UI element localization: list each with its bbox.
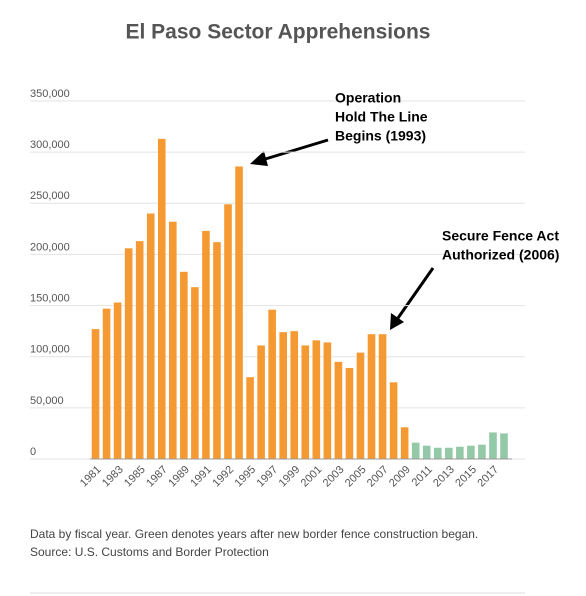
- bar: [157, 138, 166, 460]
- x-tick-label: 1999: [277, 464, 303, 490]
- bar: [268, 309, 276, 459]
- bar: [224, 204, 232, 459]
- bar: [367, 334, 376, 459]
- bar: [102, 308, 111, 459]
- bar: [323, 342, 332, 459]
- y-tick-label: 150,000: [30, 292, 70, 304]
- bar: [500, 433, 508, 459]
- bar: [334, 361, 343, 459]
- bar: [113, 302, 122, 459]
- bar: [356, 352, 365, 459]
- x-tick-label: 1983: [100, 464, 126, 490]
- annotation: Authorized (2006): [442, 247, 559, 263]
- x-tick-label: 1985: [122, 464, 148, 490]
- bar: [169, 221, 177, 459]
- bar: [489, 432, 497, 459]
- bar: [467, 445, 475, 459]
- x-tick-label: 2015: [453, 464, 479, 490]
- chart-title: El Paso Sector Apprehensions: [126, 21, 431, 44]
- bar: [257, 345, 265, 459]
- bar: [478, 444, 486, 459]
- x-tick-label: 1992: [210, 464, 236, 490]
- bar: [400, 427, 409, 459]
- x-tick-label: 2001: [299, 464, 325, 490]
- note: Source: U.S. Customs and Border Protecti…: [30, 545, 269, 559]
- arrow: [250, 138, 435, 330]
- y-tick-label: 350,000: [30, 88, 70, 100]
- bar: [235, 166, 243, 459]
- bar: [124, 248, 133, 459]
- x-tick-label: 1989: [166, 464, 192, 490]
- bar: [456, 446, 464, 459]
- x-tick-label: 2011: [410, 464, 435, 489]
- bar: [191, 287, 199, 459]
- x-tick-label: 1995: [232, 464, 258, 490]
- x-tick-label: 2007: [365, 464, 391, 490]
- bar: [433, 447, 442, 459]
- x-tick-label: 2009: [387, 464, 413, 490]
- x-tick-label: 2017: [475, 464, 501, 490]
- annotation: Operation: [335, 90, 401, 106]
- bar: [378, 334, 387, 459]
- y-tick-label: 250,000: [30, 190, 70, 202]
- bar: [180, 271, 188, 459]
- x-tick-label: 1987: [144, 464, 170, 490]
- x-tick-label: 2005: [343, 464, 369, 490]
- y-tick-label: 50,000: [30, 395, 64, 407]
- bar: [445, 447, 453, 459]
- bar: [91, 329, 100, 459]
- x-tick-label: 1997: [255, 464, 281, 490]
- bar: [345, 367, 354, 459]
- bar: [411, 442, 420, 459]
- x-tick-label: 1981: [78, 464, 104, 490]
- y-tick-label: 0: [30, 446, 36, 458]
- note: Data by fiscal year. Green denotes years…: [30, 527, 478, 541]
- bar: [146, 213, 155, 459]
- y-tick-label: 300,000: [30, 139, 70, 151]
- bar: [246, 377, 254, 459]
- bar: [279, 332, 287, 459]
- bar: [422, 445, 431, 459]
- x-tick-label: 2003: [321, 464, 347, 490]
- y-tick-label: 200,000: [30, 241, 70, 253]
- bar: [213, 242, 221, 459]
- bar: [301, 345, 310, 459]
- annotation: Begins (1993): [335, 128, 426, 144]
- annotation: Hold The Line: [335, 109, 428, 125]
- x-tick-label: 2013: [431, 464, 457, 490]
- x-tick-label: 1991: [188, 464, 214, 490]
- bar: [202, 230, 210, 459]
- bar: [290, 331, 299, 459]
- y-tick-label: 100,000: [30, 344, 70, 356]
- bar: [312, 340, 321, 459]
- bar: [135, 241, 144, 459]
- annotation: Secure Fence Act: [442, 228, 559, 244]
- bar: [389, 382, 398, 459]
